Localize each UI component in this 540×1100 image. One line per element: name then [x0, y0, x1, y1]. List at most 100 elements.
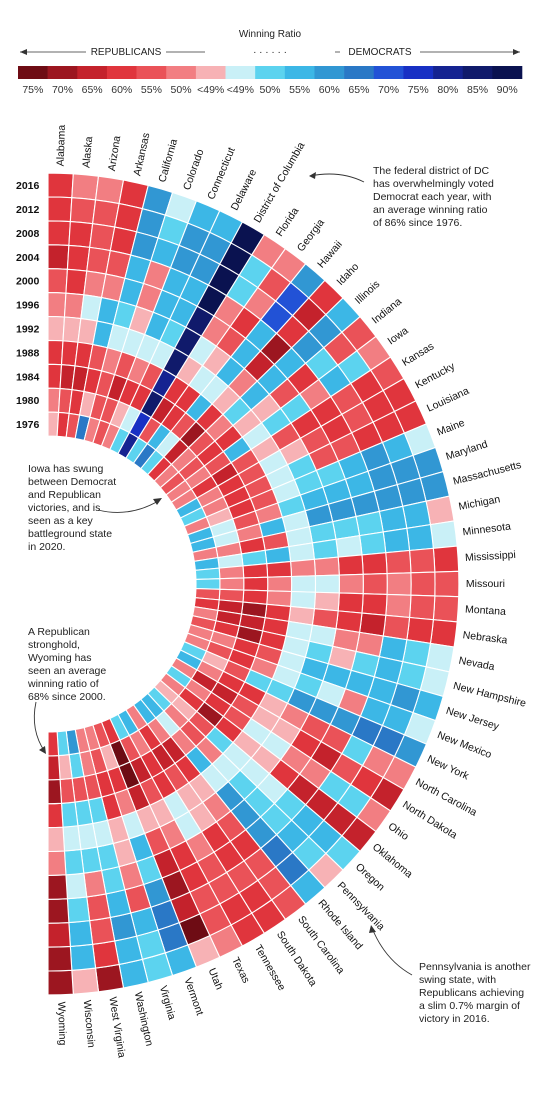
legend: Winning Ratio REPUBLICANS DEMOCRATS · · …	[18, 29, 523, 96]
state-label: Massachusetts	[452, 459, 523, 488]
legend-swatch	[433, 66, 464, 79]
state-label: Tennessee	[252, 943, 288, 993]
state-label: Montana	[465, 604, 507, 619]
heatmap-cell	[429, 619, 458, 648]
annotation-iowa: Iowa has swung between Democrat and Republ…	[28, 463, 162, 553]
state-label: Florida	[274, 205, 302, 239]
heatmap-cell	[406, 524, 434, 552]
heatmap-cell	[68, 920, 94, 947]
legend-ticks: 75% 70% 65% 60% 55% 50% <49% <49% 50% 55% 60% 65% 70…	[22, 84, 517, 96]
legend-swatch	[106, 66, 137, 79]
annotation-line: of 86% since 1976.	[373, 217, 462, 229]
year-label: 2008	[16, 228, 40, 240]
heatmap-cell	[47, 339, 64, 366]
heatmap-cell	[313, 591, 340, 612]
annotation-dc-arrow-icon	[309, 173, 365, 183]
heatmap-cell	[218, 565, 245, 580]
annotation-iowa-arrow-icon	[97, 499, 161, 513]
heatmap-cell	[47, 731, 60, 757]
legend-swatch	[403, 66, 434, 79]
legend-tick-label: 50%	[259, 84, 280, 96]
legend-tick-label: 50%	[171, 84, 192, 96]
legend-tick-label: 55%	[141, 84, 162, 96]
legend-democrats-label: DEMOCRATS	[348, 47, 411, 58]
legend-swatch	[344, 66, 375, 79]
state-label: Maryland	[444, 438, 489, 463]
heatmap-cell	[94, 175, 125, 205]
heatmap-cell	[432, 545, 460, 573]
heatmap-cell	[71, 173, 100, 201]
state-label: Illinois	[353, 278, 383, 307]
legend-swatches	[18, 66, 523, 79]
annotation-line: battleground state	[28, 528, 112, 540]
state-label: Louisiana	[425, 385, 471, 415]
heatmap-cell	[361, 552, 388, 575]
state-label: Wisconsin	[81, 1000, 97, 1049]
legend-tick-label: 90%	[497, 84, 518, 96]
year-label: 2016	[16, 180, 40, 192]
legend-swatch	[166, 66, 197, 79]
heatmap-cell	[69, 197, 97, 225]
heatmap-cell	[434, 570, 460, 598]
state-label: Arkansas	[131, 132, 152, 177]
heatmap-cell	[219, 577, 245, 591]
heatmap-cell	[267, 575, 293, 593]
annotation-line: Wyoming has	[28, 652, 92, 664]
annotation-line: and Republican	[28, 489, 101, 501]
heatmap-cell	[195, 578, 221, 590]
state-label: California	[156, 138, 180, 184]
year-label: 1980	[16, 395, 40, 407]
state-label: Hawaii	[315, 239, 345, 271]
state-label: Mississippi	[465, 549, 516, 564]
state-label: Utah	[206, 966, 226, 991]
annotation-wyoming-arrow-icon	[33, 701, 46, 753]
heatmap-cell	[47, 874, 68, 900]
heatmap-cell	[47, 754, 61, 781]
state-label: Michigan	[458, 493, 502, 513]
legend-swatch	[47, 66, 78, 79]
legend-swatch	[255, 66, 286, 79]
state-label: Georgia	[295, 217, 327, 254]
annotation-line: Pennsylvania is another	[419, 961, 531, 973]
state-label: Wyoming	[55, 1002, 68, 1046]
heatmap-cell	[385, 549, 412, 575]
annotation-line: 68% since 2000.	[28, 691, 106, 703]
annotation-line: an average winning ratio	[373, 204, 488, 216]
heatmap-cell	[314, 574, 340, 594]
heatmap-cell	[382, 614, 411, 641]
heatmap-cell	[83, 869, 107, 898]
state-label: Kentucky	[413, 360, 457, 391]
heatmap-cell	[402, 500, 432, 529]
annotation-line: swing state, with	[419, 974, 496, 986]
annotation-line: A Republican	[28, 626, 90, 638]
heatmap-cell	[47, 945, 73, 972]
heatmap-cell	[47, 921, 71, 948]
heatmap-cell	[47, 850, 67, 876]
legend-dots: · · · · · ·	[253, 47, 287, 58]
heatmap-cell	[47, 315, 66, 342]
heatmap-cell	[264, 546, 292, 565]
state-label: Delaware	[229, 167, 260, 212]
legend-swatch	[225, 66, 256, 79]
state-label: Vermont	[181, 976, 205, 1017]
legend-swatch	[492, 66, 523, 79]
legend-title: Winning Ratio	[239, 29, 302, 40]
annotation-line: Democrat each year, with	[373, 191, 492, 203]
annotation-line: seen an average	[28, 665, 106, 677]
heatmap-cell	[63, 848, 85, 876]
legend-tick-label: 65%	[348, 84, 369, 96]
legend-swatch	[373, 66, 404, 79]
annotation-dc: The federal district of DC has overwhelmi…	[309, 165, 494, 229]
heatmap-cell	[408, 594, 436, 621]
heatmap-cell	[62, 825, 82, 852]
heatmap-cell	[89, 916, 116, 945]
state-label: Ohio	[386, 820, 411, 843]
legend-swatch	[18, 66, 48, 79]
heatmap-cell	[432, 595, 460, 623]
heatmap-cell	[361, 593, 388, 616]
annotation-pennsylvania-arrow-icon	[371, 927, 413, 976]
heatmap-cell	[243, 576, 269, 592]
heatmap-cell	[47, 969, 74, 996]
